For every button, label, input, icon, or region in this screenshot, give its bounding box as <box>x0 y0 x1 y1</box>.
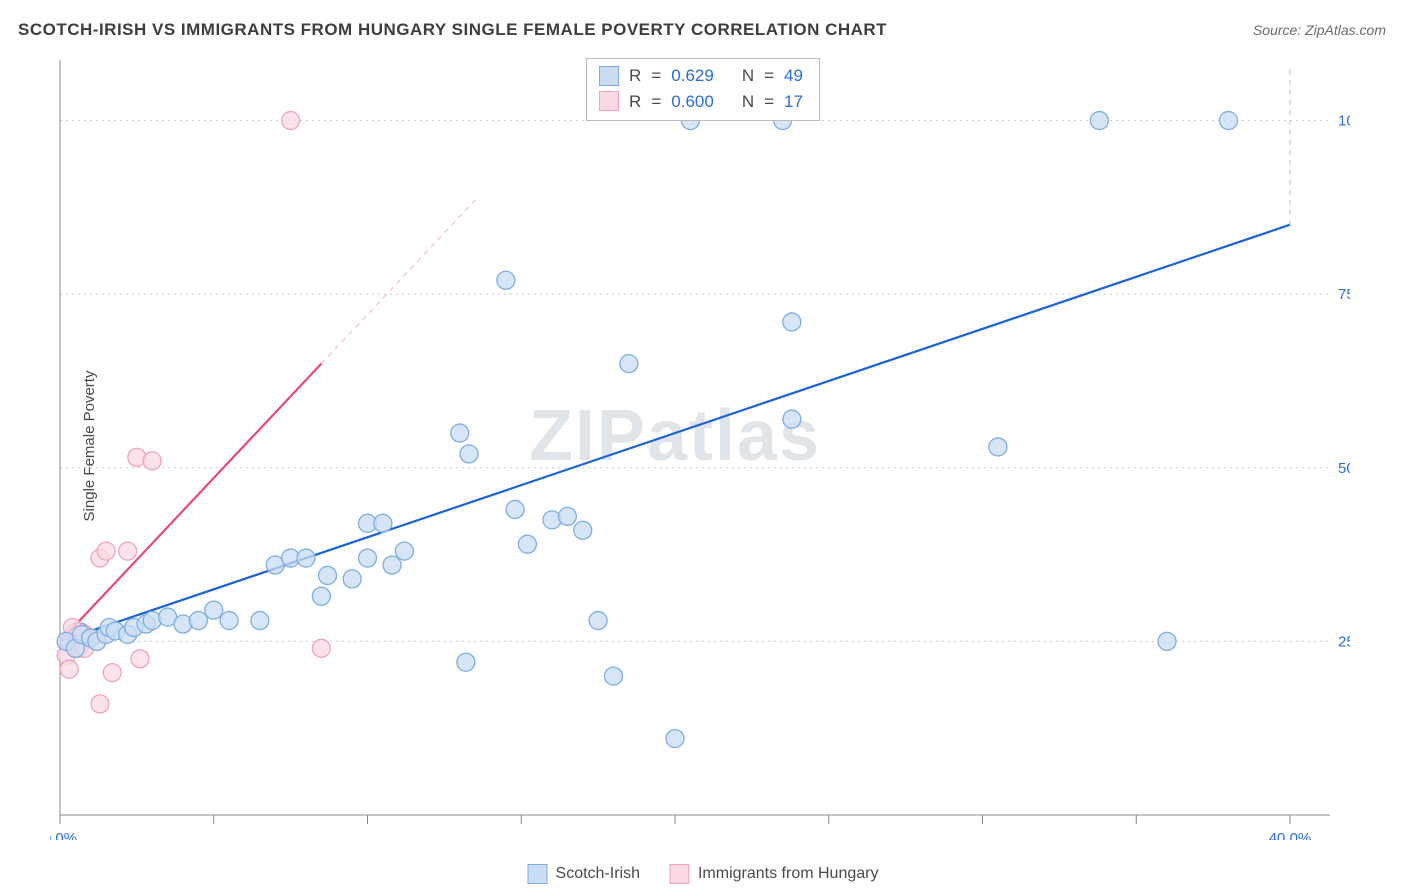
r-label: R <box>629 63 641 89</box>
svg-text:0.0%: 0.0% <box>50 830 77 840</box>
chart-header: SCOTCH-IRISH VS IMMIGRANTS FROM HUNGARY … <box>18 20 1386 40</box>
r-value: 0.629 <box>671 63 714 89</box>
legend-item-1: Scotch-Irish <box>528 864 640 884</box>
scatter-chart: ZIPatlas 0.0% 40.0% 25.0% 50.0% 75.0% 100.0% <box>50 55 1350 840</box>
n-value: 17 <box>784 89 803 115</box>
swatch-icon <box>599 66 619 86</box>
legend-series: Scotch-Irish Immigrants from Hungary <box>528 864 879 884</box>
legend-item-2: Immigrants from Hungary <box>670 864 879 884</box>
equals: = <box>764 63 774 89</box>
svg-text:50.0%: 50.0% <box>1338 460 1350 477</box>
legend-row-2: R = 0.600 N = 17 <box>599 89 803 115</box>
svg-text:75.0%: 75.0% <box>1338 286 1350 303</box>
series-label: Scotch-Irish <box>556 865 640 883</box>
chart-source: Source: ZipAtlas.com <box>1253 22 1386 38</box>
equals: = <box>764 89 774 115</box>
r-value: 0.600 <box>671 89 714 115</box>
chart-title: SCOTCH-IRISH VS IMMIGRANTS FROM HUNGARY … <box>18 20 887 40</box>
r-label: R <box>629 89 641 115</box>
svg-text:ZIPatlas: ZIPatlas <box>529 396 821 476</box>
n-value: 49 <box>784 63 803 89</box>
svg-text:100.0%: 100.0% <box>1338 113 1350 130</box>
legend-stats: R = 0.629 N = 49 R = 0.600 N = 17 <box>586 58 820 121</box>
legend-row-1: R = 0.629 N = 49 <box>599 63 803 89</box>
series-label: Immigrants from Hungary <box>698 865 879 883</box>
equals: = <box>651 89 661 115</box>
n-label: N <box>742 63 754 89</box>
swatch-icon <box>528 864 548 884</box>
n-label: N <box>742 89 754 115</box>
svg-text:40.0%: 40.0% <box>1269 830 1312 840</box>
equals: = <box>651 63 661 89</box>
swatch-icon <box>670 864 690 884</box>
svg-text:25.0%: 25.0% <box>1338 633 1350 650</box>
chart-area: ZIPatlas 0.0% 40.0% 25.0% 50.0% 75.0% 100.0% <box>50 55 1350 840</box>
swatch-icon <box>599 91 619 111</box>
